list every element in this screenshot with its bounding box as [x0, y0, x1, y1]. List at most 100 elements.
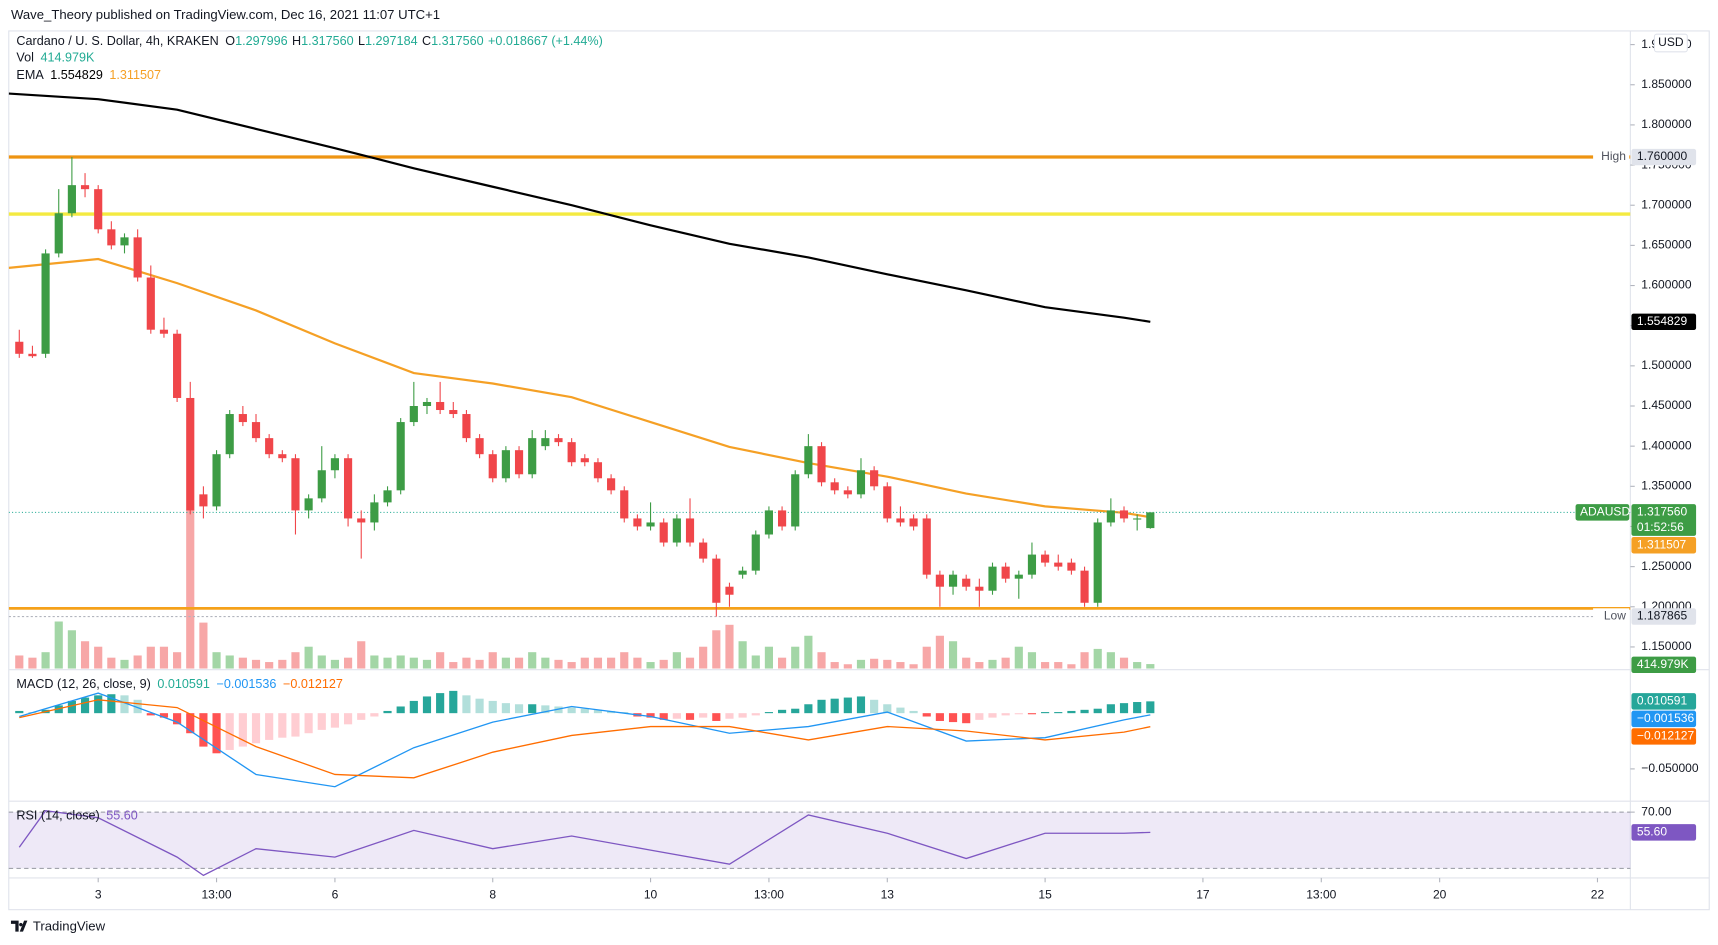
volume-bar	[528, 652, 537, 669]
volume-bar	[567, 662, 576, 669]
macd-histogram-bar	[199, 713, 208, 747]
volume-bar	[607, 657, 616, 669]
volume-bar	[330, 659, 339, 669]
volume-bar	[1014, 646, 1023, 669]
macd-histogram-bar	[751, 713, 760, 716]
volume-bar	[1054, 662, 1063, 669]
candle-body	[291, 458, 300, 511]
macd-histogram-bar	[436, 693, 445, 714]
volume-bar	[173, 652, 182, 669]
candle-body	[738, 570, 747, 575]
ema-value-label: 1.311507	[1637, 537, 1687, 551]
signal-line	[19, 699, 1151, 779]
macd-histogram-bar	[107, 694, 116, 714]
candle-body	[133, 237, 142, 278]
volume-bar	[120, 659, 129, 669]
candle-body	[120, 237, 129, 246]
macd-histogram-bar	[1014, 713, 1023, 715]
macd-histogram-bar	[870, 699, 879, 714]
rsi-line	[18, 810, 1151, 877]
volume-bar	[777, 657, 787, 669]
candle-body	[238, 414, 247, 423]
candle-body	[751, 534, 760, 571]
volume-bar	[1041, 662, 1050, 669]
candle-body	[843, 490, 852, 495]
volume-bar	[186, 509, 195, 669]
volume-label: 414.979K	[1637, 657, 1689, 671]
volume-bar	[146, 646, 155, 669]
candle-body	[580, 458, 589, 463]
candle-body	[725, 586, 734, 595]
macd-histogram-bar	[738, 713, 747, 718]
macd-histogram-bar	[896, 707, 905, 714]
header: Wave_Theory published on TradingView.com…	[11, 7, 440, 22]
macd-histogram-bar	[146, 713, 155, 716]
candle-body	[488, 454, 497, 479]
ohlc-key: O	[225, 34, 235, 48]
macd-histogram-bar	[817, 699, 826, 714]
rsi-value-label-box	[1631, 824, 1697, 841]
candle-body	[396, 422, 405, 491]
macd-histogram-label: 0.010591	[1637, 694, 1688, 708]
candle-body	[212, 454, 221, 507]
volume-bar	[501, 657, 510, 669]
ema-name: EMA	[16, 68, 44, 82]
candle-body	[830, 482, 839, 491]
macd-histogram-bar	[94, 695, 103, 714]
candle-body	[357, 518, 366, 523]
macd-histogram-bar	[225, 713, 234, 750]
volume-bar	[1146, 664, 1155, 669]
macd-histogram-bar	[541, 705, 550, 714]
macd-histogram-bar	[699, 713, 708, 718]
volume-label-box	[1631, 656, 1697, 674]
candle-body	[1027, 554, 1037, 575]
macd-value-label: −0.001536	[1637, 711, 1695, 725]
candle-body	[1054, 562, 1063, 567]
candle-body	[436, 401, 445, 411]
macd-histogram-bar	[672, 713, 681, 719]
macd-histogram-bar	[1093, 708, 1102, 714]
candle-body	[541, 438, 550, 447]
x-tick-label: 8	[489, 888, 496, 902]
candle-body	[146, 277, 155, 330]
x-tick-label: 15	[1038, 888, 1052, 902]
candle-body	[186, 397, 195, 511]
volume-bar	[278, 659, 287, 669]
candle-body	[80, 185, 90, 190]
volume-bar	[54, 621, 63, 669]
volume-bar	[1106, 652, 1115, 669]
y-tick-label: 1.650000	[1641, 238, 1692, 252]
macd-histogram-bar	[343, 713, 353, 725]
candle-body	[646, 522, 655, 527]
rsi-value-label: 55.60	[1637, 825, 1667, 839]
volume-bar	[28, 657, 37, 669]
macd-histogram-bar	[791, 708, 800, 714]
macd-name: MACD (12, 26, close, 9)	[16, 677, 150, 691]
x-tick-label: 22	[1591, 888, 1605, 902]
candle-body	[225, 414, 234, 455]
macd-histogram-bar	[475, 698, 484, 714]
footer-logo	[10, 920, 28, 932]
macd-histogram-bar	[962, 713, 971, 724]
rsi-band	[8, 812, 1631, 869]
candle-body	[685, 518, 695, 543]
volume-bar	[948, 641, 958, 669]
volume-bar	[94, 646, 103, 669]
volume-bar	[67, 630, 76, 669]
x-tick-label: 13:00	[754, 888, 784, 902]
x-tick-label: 13:00	[1306, 888, 1336, 902]
macd-histogram-bar	[685, 713, 695, 720]
macd-value: −0.001536	[217, 677, 277, 691]
volume-bar	[935, 635, 944, 669]
macd-histogram-bar	[15, 710, 24, 714]
macd-histogram-bar	[988, 713, 997, 718]
candle-body	[199, 494, 208, 507]
candle-body	[15, 341, 24, 354]
macd-histogram-bar	[580, 708, 589, 714]
candle-body	[278, 454, 287, 459]
volume-value: 414.979K	[41, 51, 96, 65]
volume-bar	[251, 659, 261, 669]
volume-bar	[488, 652, 497, 669]
macd-histogram-bar	[159, 713, 169, 718]
